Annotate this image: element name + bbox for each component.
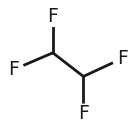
Text: F: F	[47, 7, 58, 26]
Circle shape	[4, 60, 24, 79]
Text: F: F	[8, 60, 19, 79]
Circle shape	[43, 7, 63, 26]
Text: F: F	[117, 49, 128, 68]
Circle shape	[74, 104, 93, 124]
Text: F: F	[78, 105, 89, 123]
Circle shape	[113, 49, 132, 68]
